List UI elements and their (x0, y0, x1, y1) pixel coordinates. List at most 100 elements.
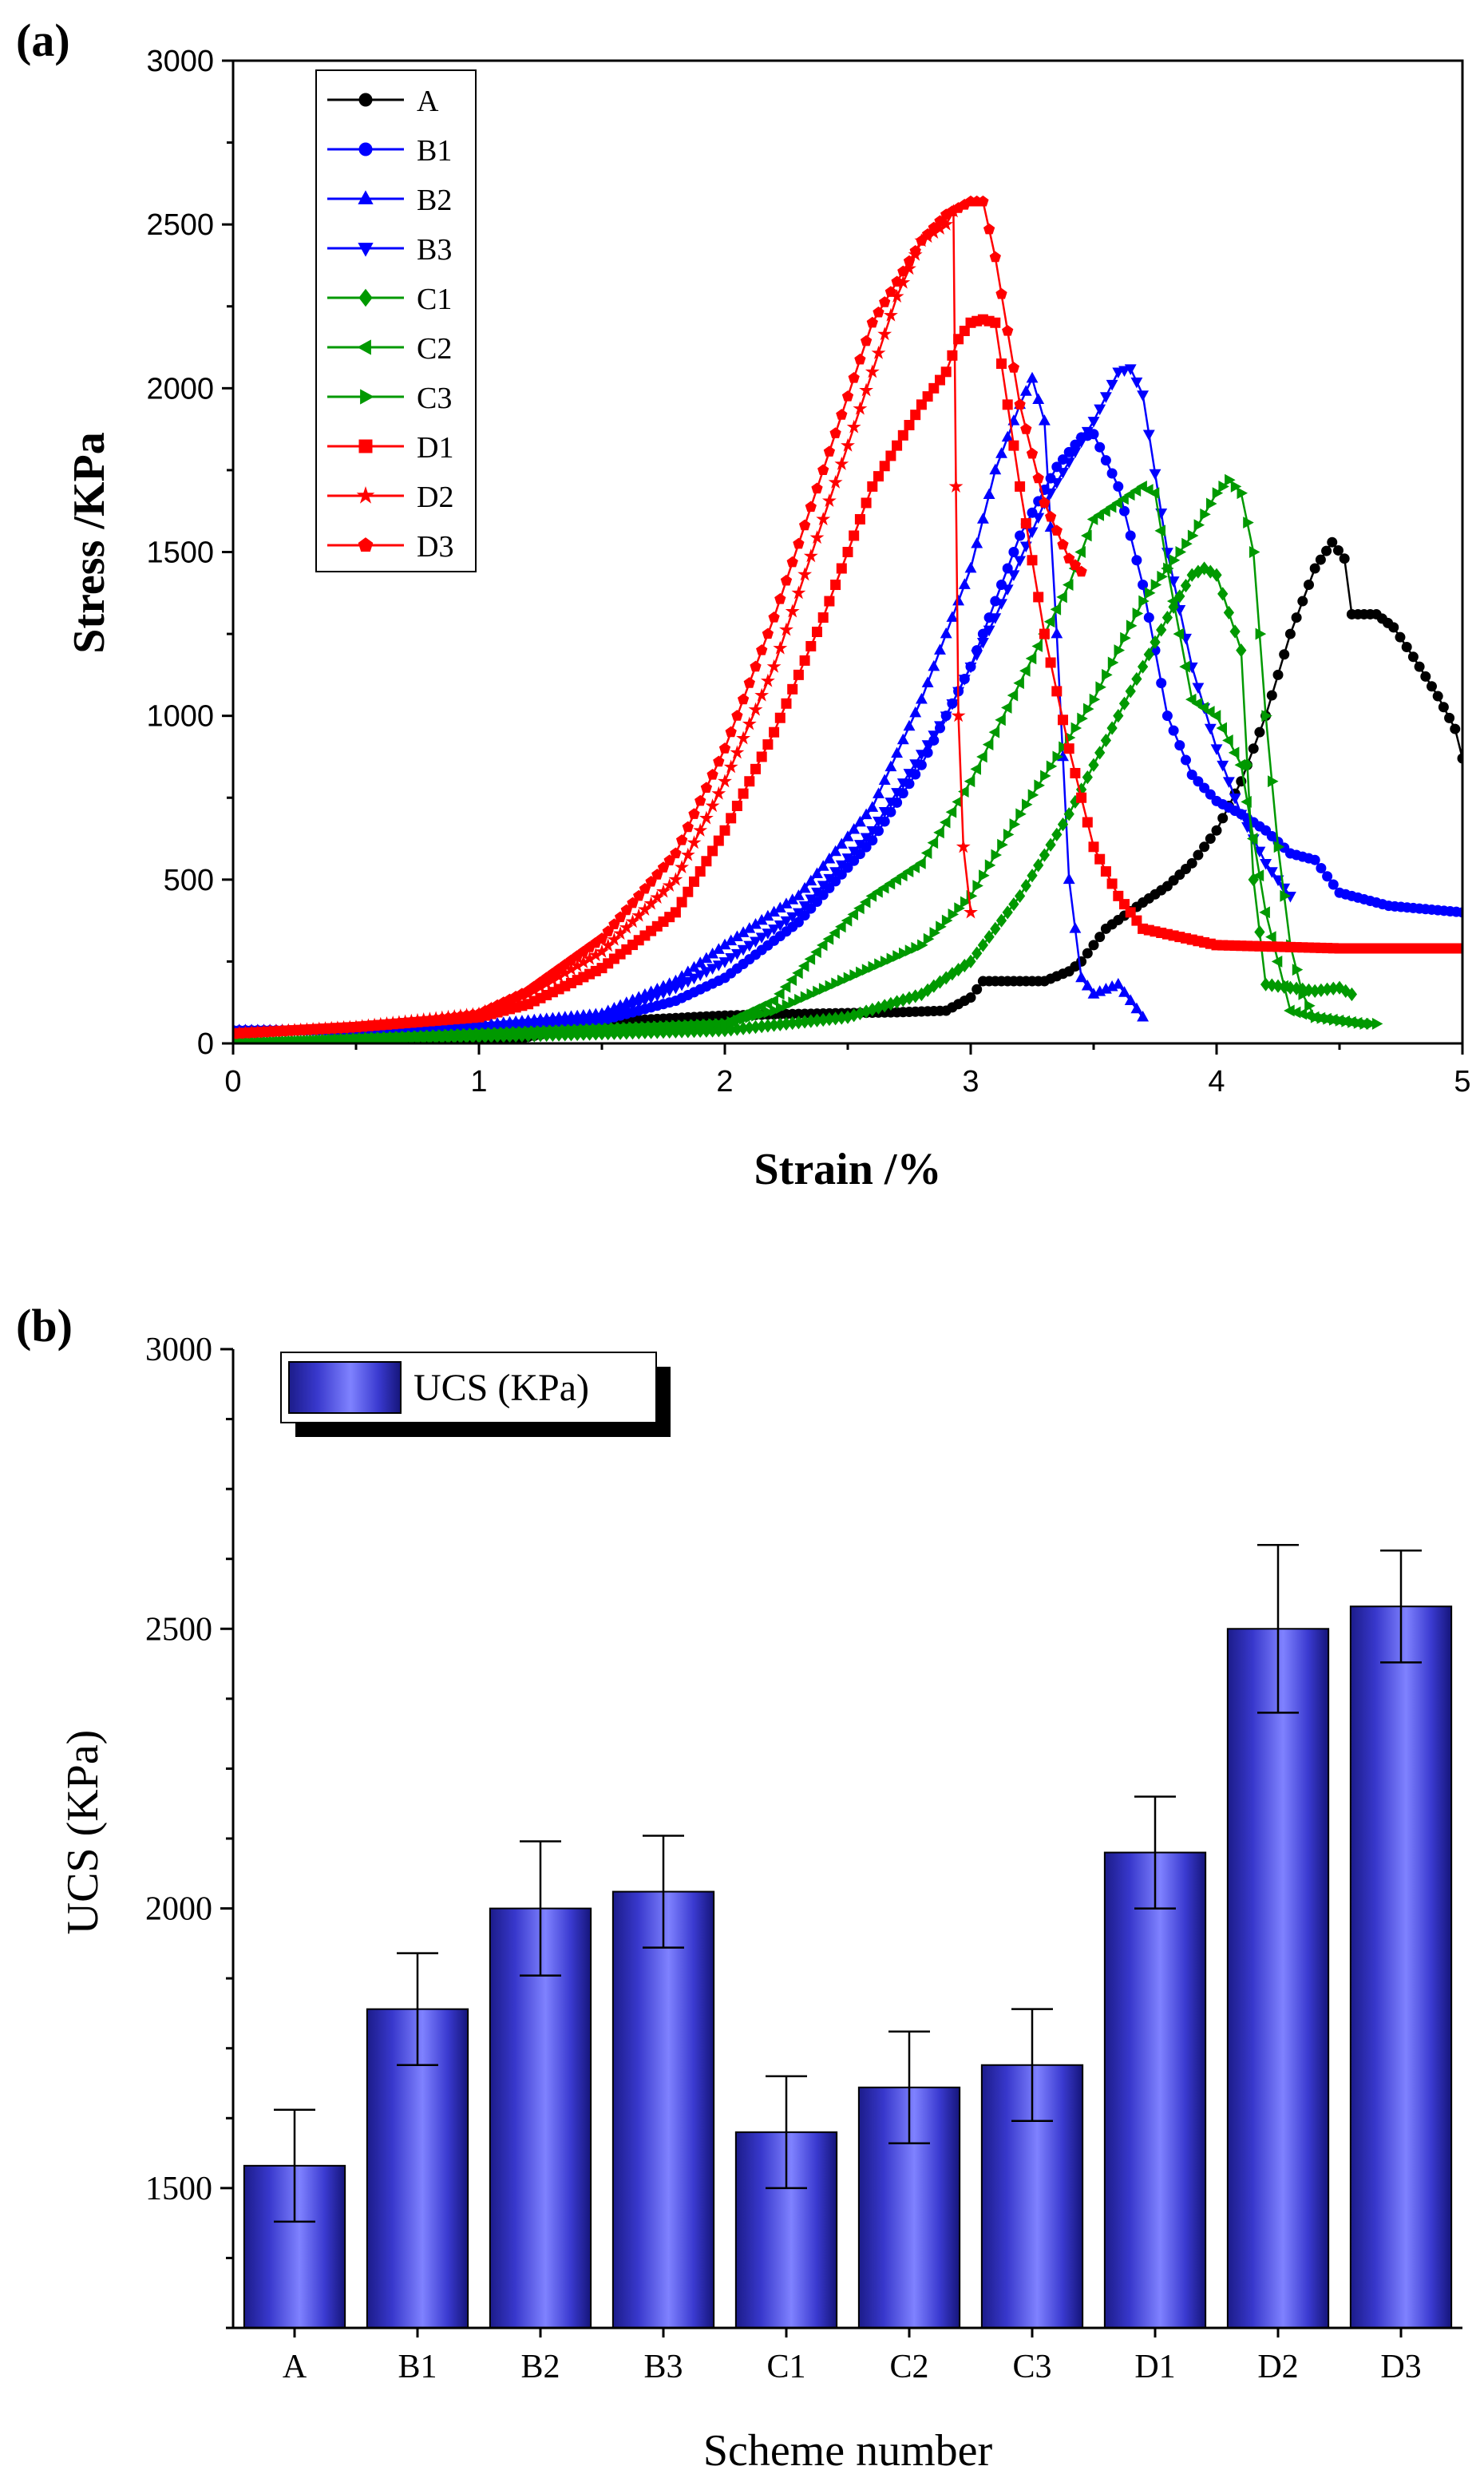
series-b3-point (989, 613, 1002, 624)
legend-marker-c3 (360, 389, 374, 405)
series-d1-point (1076, 792, 1087, 803)
series-b3-point (835, 860, 848, 872)
legend-entry-c3: C3 (327, 382, 452, 415)
series-d1-point (1008, 440, 1019, 451)
series-b1-point (1015, 530, 1026, 541)
series-c1-point (1082, 770, 1093, 785)
series-b2-point (878, 774, 891, 786)
series-c1-point (983, 930, 995, 944)
series-d3-point (1075, 565, 1087, 577)
series-c1-point (965, 954, 976, 969)
series-c2-point (1086, 513, 1098, 525)
series-c3-point (1341, 1015, 1352, 1027)
series-d1-point (842, 547, 853, 557)
series-d1-point (867, 481, 878, 492)
series-c2-point (774, 988, 785, 1000)
legend-marker-d2 (356, 485, 375, 504)
series-d3-point (848, 371, 860, 383)
series-c3-point (1040, 770, 1051, 782)
series-c2-point (1271, 955, 1283, 968)
series-c1-point (1088, 758, 1099, 772)
series-c3-point (1009, 818, 1021, 831)
series-b3-point (737, 944, 750, 956)
legend-entry-d2: D2 (327, 481, 453, 514)
series-d2-point (754, 687, 770, 702)
series-c3-point (1089, 693, 1101, 706)
series-c2-point (1007, 689, 1019, 702)
series-c3-point (1206, 497, 1217, 510)
series-d3-point (768, 612, 780, 623)
series-a-point (1332, 544, 1344, 556)
panel-b-y-tick-label: 3000 (145, 1332, 212, 1368)
series-b3-point (1204, 723, 1217, 735)
series-a-point (1297, 596, 1308, 607)
legend-label-d3: D3 (417, 530, 453, 564)
series-d1-point (940, 366, 952, 378)
series-c2-point (1246, 833, 1258, 845)
series-b2-point (952, 594, 965, 606)
series-b3-point (983, 625, 995, 637)
series-c3-point (1243, 517, 1254, 529)
series-d2-point (871, 345, 886, 359)
bar-group-d3 (1349, 1549, 1453, 2329)
series-c1-point (1125, 684, 1136, 699)
series-a-point (1291, 612, 1302, 623)
series-c3-point (849, 969, 861, 981)
series-a-point (1450, 723, 1461, 734)
series-c1-point (1027, 869, 1038, 883)
series-c2-point (1031, 640, 1043, 652)
series-d3-point (756, 644, 768, 655)
series-c2-point (1105, 501, 1117, 513)
series-c1-point (1223, 605, 1235, 620)
series-d3-point (860, 334, 873, 346)
series-b2-point (983, 488, 995, 499)
series-c2-point (1050, 603, 1062, 616)
panel-b-y-tick-label: 2500 (145, 1611, 212, 1648)
series-c3-point (843, 972, 855, 984)
panel-b-bars-group (243, 1543, 1453, 2330)
series-b1-point (1193, 776, 1204, 787)
series-c2-point (939, 816, 951, 829)
series-c2-point (847, 908, 858, 920)
bar-d2 (1226, 1628, 1330, 2330)
series-d1-point (910, 410, 921, 421)
series-c2-point (915, 857, 926, 869)
series-a-point (965, 992, 976, 1003)
series-c3-point (511, 1026, 523, 1039)
panel-a-y-tick-label: 2500 (146, 208, 214, 242)
series-b3-point (688, 973, 700, 985)
legend-marker-c2 (357, 339, 371, 355)
series-d1-point (897, 429, 908, 441)
series-c3-point (572, 1023, 584, 1036)
series-c2-point (1197, 701, 1209, 714)
series-b1-point (1100, 455, 1111, 466)
series-b3-point (958, 675, 971, 686)
legend-entry-c1: C1 (327, 283, 452, 316)
panel-a-line-chart: (a) 0 1 2 3 4 5 0 500 1000 1500 2000 2500 3000 Strai… (16, 14, 1471, 1194)
series-a-point (1279, 649, 1290, 660)
series-c3-point (1316, 1011, 1328, 1024)
series-b2-point (995, 447, 1007, 458)
series-a-point (1199, 841, 1210, 853)
series-c3-point (665, 1019, 676, 1032)
series-c3-point (954, 902, 965, 915)
series-c3-point (800, 991, 812, 1003)
panel-b-x-tick-label: C2 (889, 2349, 928, 2385)
series-c3-point (733, 1014, 744, 1027)
series-c2-point (933, 826, 944, 839)
series-c3-point (1292, 964, 1304, 976)
series-d2-point (816, 512, 831, 526)
series-b3-point (1087, 417, 1100, 428)
series-d1-point (695, 866, 706, 877)
series-c3-point (1200, 508, 1211, 521)
series-c3-point (776, 1002, 787, 1014)
series-c2-point (872, 885, 883, 898)
series-c3-point (456, 1028, 468, 1041)
series-a-point (972, 984, 983, 995)
series-c3-point (1347, 1015, 1359, 1028)
series-d1-point (1094, 853, 1106, 865)
series-c1-point (1211, 568, 1222, 582)
series-d3-point (1007, 362, 1020, 373)
series-c3-point (1077, 712, 1088, 725)
